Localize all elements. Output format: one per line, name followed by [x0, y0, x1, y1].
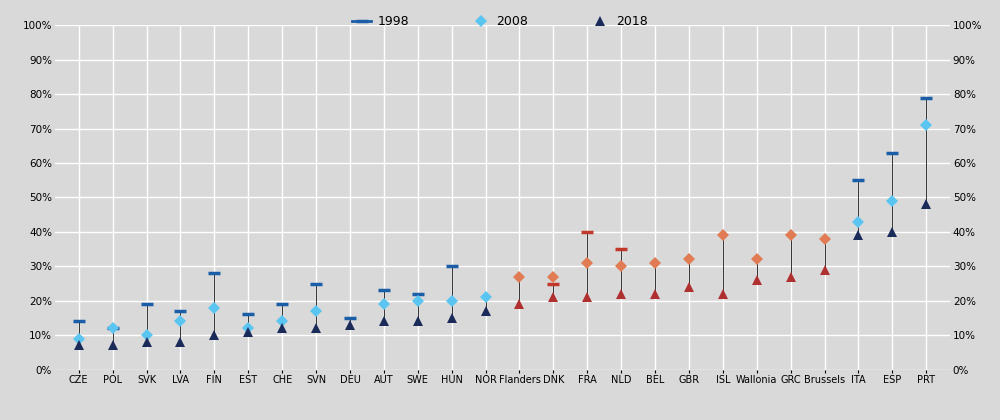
Legend: 1998, 2008, 2018: 1998, 2008, 2018	[347, 10, 653, 34]
